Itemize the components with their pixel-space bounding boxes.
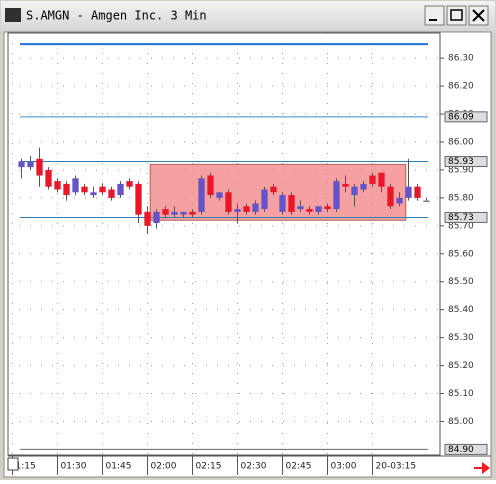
candle-body <box>27 161 34 168</box>
plot-area <box>7 32 441 456</box>
maximize-button[interactable] <box>446 5 467 26</box>
window-title: S.AMGN - Amgen Inc. 3 Min <box>26 9 207 23</box>
candle-body <box>144 211 151 226</box>
highlight-zone <box>149 163 407 221</box>
y-tick-label: 85.80 <box>448 193 474 203</box>
candle-body <box>234 209 241 212</box>
maximize-icon <box>450 9 463 21</box>
candle-body <box>99 186 106 193</box>
candle-body <box>72 178 79 193</box>
y-tick-label: 86.00 <box>448 137 474 147</box>
candle-body <box>423 200 430 202</box>
candle-body <box>342 183 349 187</box>
candle-body <box>360 183 367 190</box>
x-tick-label: 1:15 <box>16 462 36 472</box>
candle-body <box>279 195 286 212</box>
candle-body <box>45 169 52 187</box>
candle-body <box>288 195 295 212</box>
candle-body <box>396 197 403 204</box>
candle-body <box>252 203 259 212</box>
candle-body <box>216 192 223 198</box>
scroll-box[interactable] <box>7 457 19 471</box>
app-icon <box>5 8 21 22</box>
candle-body <box>324 206 331 210</box>
candle-body <box>378 172 385 187</box>
candle-body <box>117 183 124 196</box>
candle-body <box>90 192 97 196</box>
level-label: 85.73 <box>448 213 474 223</box>
x-tick-label: 01:45 <box>106 462 132 472</box>
candle-body <box>126 181 133 187</box>
candle-body <box>297 206 304 210</box>
y-tick-label: 85.30 <box>448 333 474 343</box>
candle-body <box>261 189 268 210</box>
level-label-box <box>444 156 488 168</box>
title-bar <box>1 1 495 31</box>
candle-body <box>18 161 25 168</box>
x-tick-label: 03:00 <box>331 462 357 472</box>
candle-body <box>405 186 412 198</box>
candle-body <box>54 181 61 190</box>
level-label: 84.90 <box>448 445 474 455</box>
level-label-box <box>444 211 488 223</box>
x-tick-label: 02:00 <box>151 462 177 472</box>
x-tick-label: 02:15 <box>196 462 222 472</box>
x-tick-label: 02:45 <box>286 462 312 472</box>
candle-body <box>36 158 43 176</box>
level-label: 86.09 <box>448 112 474 122</box>
candle-body <box>270 186 277 193</box>
candle-body <box>351 186 358 196</box>
candle-body <box>333 181 340 210</box>
candle-body <box>162 209 169 215</box>
candle-body <box>189 211 196 215</box>
candle-body <box>387 186 394 207</box>
level-label-box <box>444 443 488 455</box>
candle-body <box>135 183 142 215</box>
candle-body <box>153 211 160 224</box>
candle-body <box>207 175 214 196</box>
y-tick-label: 85.20 <box>448 361 474 371</box>
y-tick-label: 85.70 <box>448 221 474 231</box>
y-tick-label: 85.40 <box>448 305 474 315</box>
y-tick-label: 85.50 <box>448 277 474 287</box>
close-icon <box>472 9 485 22</box>
candle-body <box>198 178 205 212</box>
y-tick-label: 86.20 <box>448 82 474 92</box>
candle-body <box>414 186 421 198</box>
x-tick-label: 01:30 <box>61 462 87 472</box>
level-label: 85.93 <box>448 157 474 167</box>
candle-body <box>81 186 88 193</box>
candle-body <box>243 206 250 212</box>
minimize-button[interactable] <box>424 5 445 26</box>
candle-body <box>108 189 115 198</box>
candle-body <box>180 211 187 215</box>
scroll-arrow[interactable] <box>474 462 490 474</box>
y-tick-label: 85.90 <box>448 165 474 175</box>
y-tick-label: 85.00 <box>448 417 474 427</box>
y-tick-label: 85.10 <box>448 389 474 399</box>
candle-body <box>306 209 313 212</box>
y-tick-label: 86.30 <box>448 54 474 64</box>
candle-body <box>171 211 178 215</box>
candle-body <box>225 192 232 212</box>
chart: 85.00 85.10 85.20 85.30 85.40 85.50 85.60 85.70… <box>8 33 488 475</box>
candle-body <box>63 183 70 196</box>
x-tick-label: 02:30 <box>241 462 267 472</box>
level-label-box <box>444 111 488 123</box>
candle-body <box>315 206 322 212</box>
y-tick-label: 85.60 <box>448 249 474 259</box>
x-tick-label: 20-03:15 <box>376 462 417 472</box>
window-buttons <box>424 5 489 26</box>
candle-body <box>369 175 376 184</box>
